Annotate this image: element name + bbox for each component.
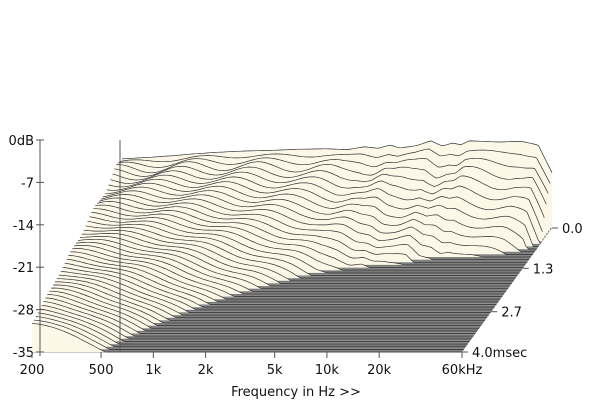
waterfall-slice-line: [121, 140, 553, 173]
waterfall-slice-line: [93, 208, 524, 268]
x-tick-label: 2k: [198, 363, 214, 378]
time-tick-label: 0.0: [562, 222, 583, 237]
waterfall-slice-line: [43, 301, 474, 337]
waterfall-slice-line: [83, 229, 514, 282]
waterfall-slice-line: [120, 148, 551, 184]
waterfall-slice-line: [77, 238, 508, 290]
waterfall-slice-line: [72, 248, 503, 297]
waterfall-slice-line: [95, 204, 526, 266]
time-tick-label: 1.3: [533, 262, 554, 277]
waterfall-slice-line: [91, 212, 522, 271]
x-tick-label: 20k: [367, 363, 392, 378]
waterfall-slice-line: [102, 190, 533, 255]
waterfall-slice-line: [31, 323, 462, 353]
waterfall-slice-line: [97, 201, 528, 263]
waterfall-slice-line: [87, 220, 518, 276]
waterfall-slice-line: [55, 281, 485, 321]
x-tick-label: 5k: [267, 363, 283, 378]
waterfall-slices: [31, 140, 553, 353]
x-tick-label: 10k: [315, 363, 340, 378]
waterfall-slice-line: [45, 297, 476, 334]
x-tick-label: 60kHz: [442, 363, 483, 378]
waterfall-slice-line: [49, 290, 480, 329]
waterfall-slice-line: [41, 304, 472, 340]
waterfall-slice-line: [60, 270, 491, 313]
waterfall-slice-line: [70, 251, 501, 300]
waterfall-slice-line: [106, 182, 537, 250]
y-tick-label: -7: [21, 176, 34, 191]
waterfall-slice-line: [116, 161, 547, 205]
waterfall-slice-line: [100, 194, 531, 258]
x-ticks: 200 500 1k 2k 5k 10k 20k 60kHz: [20, 352, 483, 378]
waterfall-slice-line: [112, 170, 543, 232]
time-tick-label: 2.7: [501, 306, 522, 321]
x-axis-title: Frequency in Hz >>: [231, 385, 361, 400]
waterfall-slice-line: [89, 216, 520, 274]
waterfall-slice-line: [64, 262, 495, 308]
waterfall-slice-line: [68, 255, 499, 303]
waterfall-slice-fill: [64, 263, 495, 308]
y-ticks: 0dB -7 -14 -21 -28 -35: [9, 134, 44, 361]
waterfall-slice-line: [56, 278, 487, 319]
waterfall-slice-line: [37, 312, 468, 345]
waterfall-slice-line: [66, 258, 497, 305]
x-tick-label: 200: [20, 363, 45, 378]
waterfall-slice-line: [81, 233, 512, 284]
waterfall-slice-line: [74, 244, 505, 295]
waterfall-slice-line: [75, 241, 506, 292]
waterfall-slice-line: [104, 186, 535, 253]
waterfall-slice-line: [118, 157, 549, 194]
y-tick-label: -35: [13, 346, 34, 361]
waterfall-slice-line: [39, 308, 470, 342]
waterfall-slice-line: [85, 225, 516, 279]
waterfall-slice-line: [114, 165, 545, 218]
waterfall-slice-line: [108, 178, 539, 247]
waterfall-slice-line: [58, 274, 489, 316]
waterfall-slice-line: [53, 284, 484, 324]
waterfall-slice-fill: [62, 267, 493, 310]
time-ticks: 0.0 1.3 2.7 4.0msec: [462, 222, 583, 361]
y-tick-label: 0dB: [9, 134, 34, 149]
waterfall-slice-line: [35, 316, 466, 348]
waterfall-slice-line: [47, 294, 478, 332]
waterfall-slice-line: [98, 197, 529, 261]
time-tick-label: 4.0msec: [472, 346, 527, 361]
waterfall-slice-line: [33, 319, 464, 350]
waterfall-slice-line: [110, 174, 541, 244]
x-tick-label: 1k: [145, 363, 161, 378]
waterfall-slice-line: [51, 287, 482, 326]
y-tick-label: -14: [13, 219, 34, 234]
waterfall-slice-line: [62, 266, 493, 311]
waterfall-slice-line: [79, 236, 510, 287]
y-tick-label: -28: [13, 304, 34, 319]
waterfall-slice-fill: [66, 259, 497, 305]
waterfall-slice-fill: [32, 323, 462, 352]
x-tick-label: 500: [89, 363, 114, 378]
y-tick-label: -21: [13, 261, 34, 276]
